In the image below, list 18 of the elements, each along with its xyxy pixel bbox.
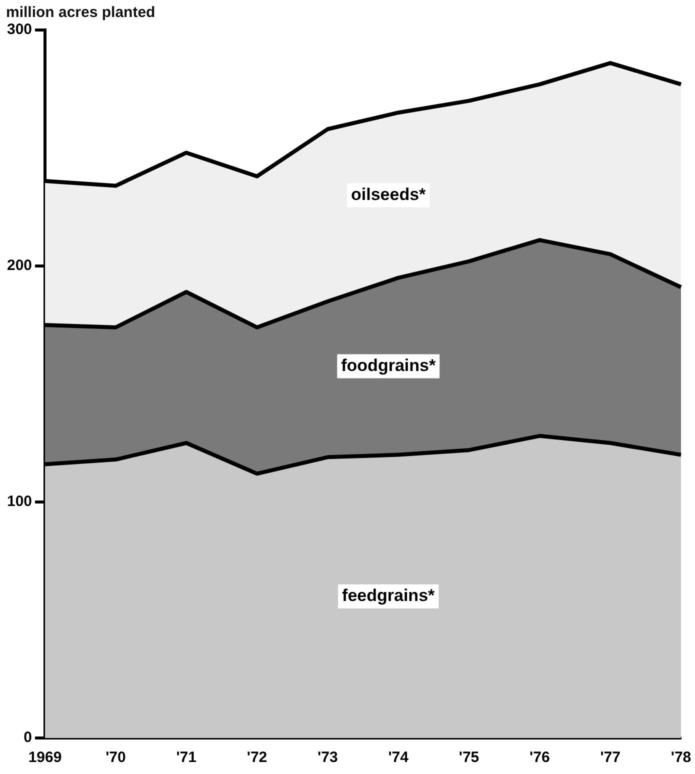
y-tick-label: 300 — [6, 21, 32, 38]
x-tick-label: '75 — [458, 749, 480, 766]
x-tick-label: '72 — [246, 749, 268, 766]
y-axis-title: million acres planted — [6, 4, 156, 21]
x-tick-label: '77 — [600, 749, 620, 766]
x-tick-label: '74 — [388, 749, 410, 766]
series-label: foodgrains* — [341, 356, 436, 375]
x-tick-label: '73 — [318, 749, 338, 766]
y-tick-label: 100 — [6, 493, 32, 510]
x-tick-label: 1969 — [28, 749, 62, 766]
x-tick-label: '76 — [530, 749, 550, 766]
x-tick-label: '71 — [176, 749, 196, 766]
x-tick-label: '78 — [670, 749, 692, 766]
x-tick-label: '70 — [106, 749, 126, 766]
series-label: feedgrains* — [342, 586, 436, 606]
y-tick-label: 200 — [6, 257, 32, 274]
y-tick-label: 0 — [24, 729, 32, 746]
series-label: oilseeds* — [351, 184, 426, 204]
